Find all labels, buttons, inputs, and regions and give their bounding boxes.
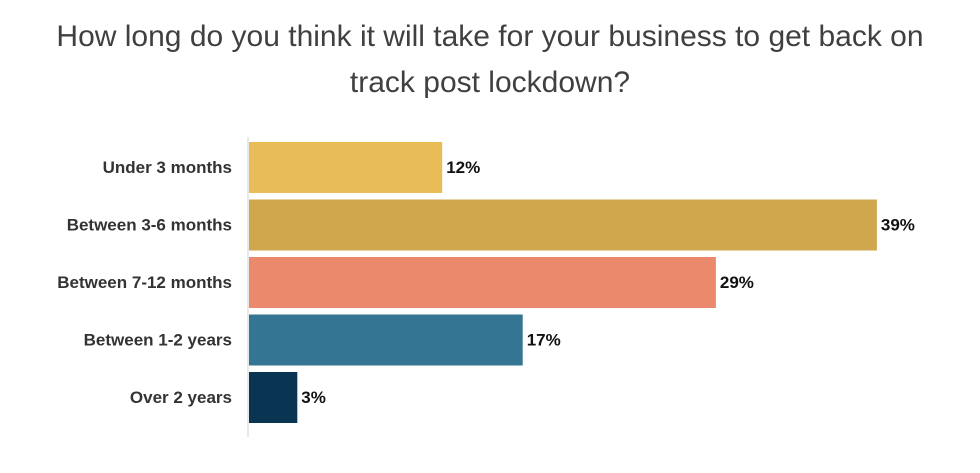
category-label-3: Between 1-2 years [84,331,232,350]
bar-0 [249,142,443,193]
value-label-3: 17% [527,331,561,350]
bar-4 [249,372,298,423]
bar-3 [249,314,523,366]
value-label-1: 39% [881,216,915,235]
category-label-1: Between 3-6 months [67,216,232,235]
value-label-2: 29% [720,273,754,292]
bar-1 [249,199,877,251]
bars-layer: Under 3 months 12% Between 3-6 months 39% Be… [57,142,915,423]
value-label-4: 3% [301,388,326,407]
category-label-0: Under 3 months [103,158,232,177]
chart-title: How long do you think it will take for y… [56,20,924,99]
category-label-4: Over 2 years [130,388,232,407]
bar-2 [249,257,716,308]
value-label-0: 12% [446,158,480,177]
category-label-2: Between 7-12 months [57,273,232,292]
